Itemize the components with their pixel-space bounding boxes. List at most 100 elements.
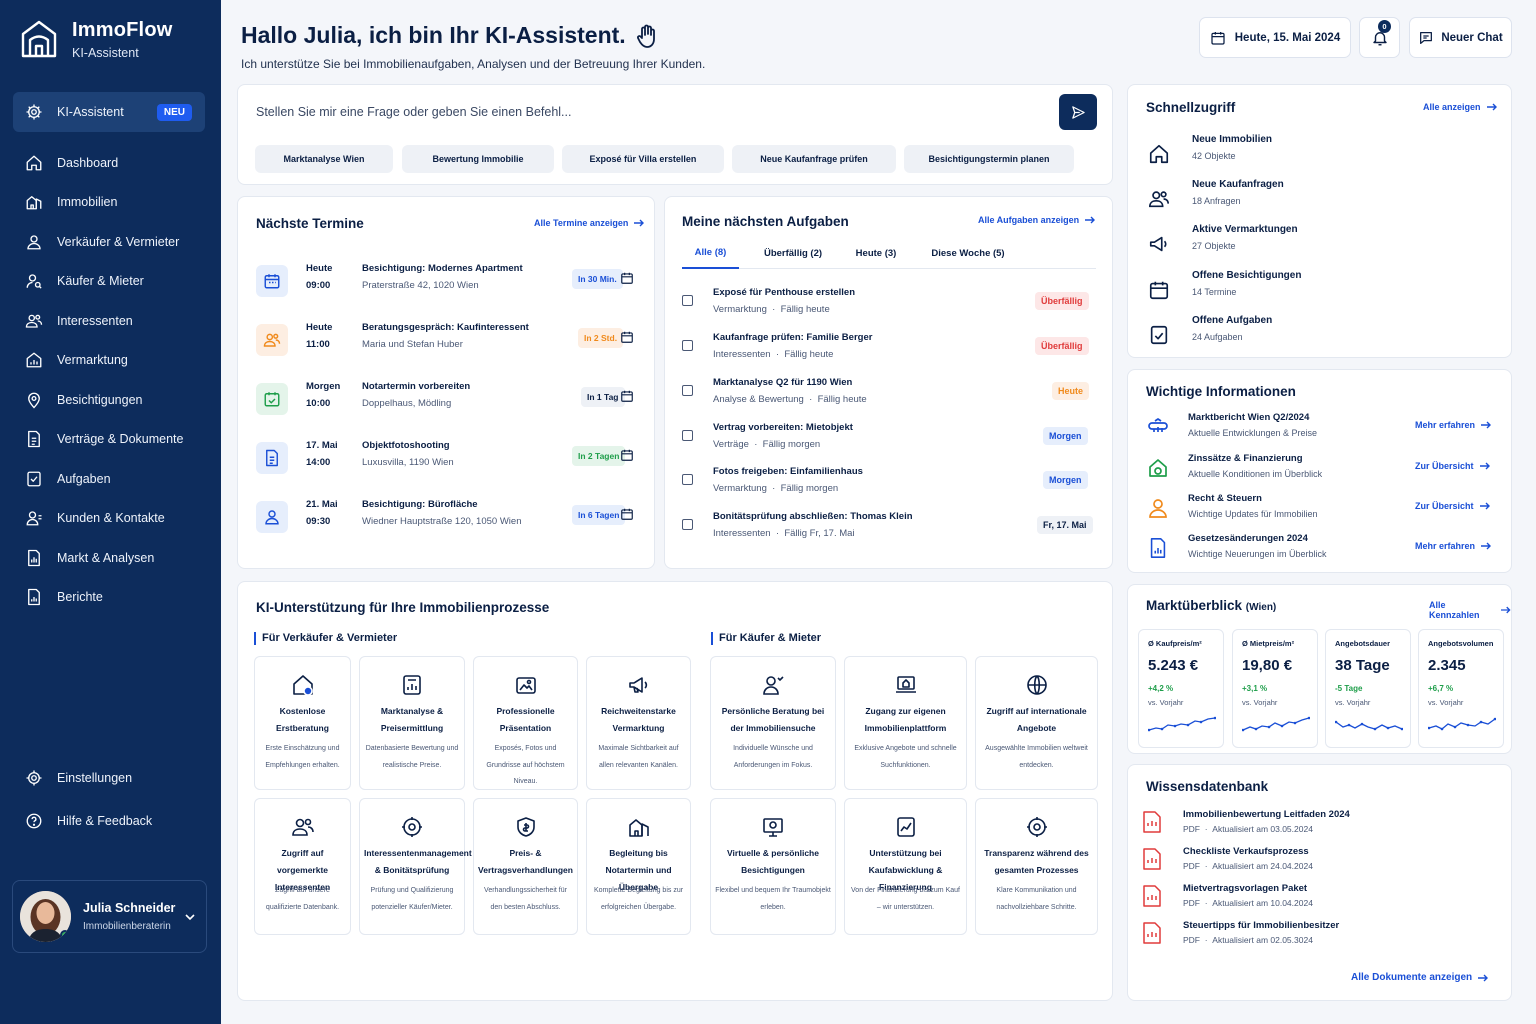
info-item[interactable]: Recht & Steuern Wichtige Updates für Imm…	[1143, 493, 1498, 529]
market-metric[interactable]: Angebotsvolumen 2.345 +6,7 % vs. Vorjahr	[1418, 629, 1504, 748]
suggestion-chip[interactable]: Besichtigungstermin planen	[904, 145, 1074, 173]
task-item[interactable]: Fotos freigeben: Einfamilienhaus Vermark…	[682, 466, 1094, 510]
sidebar-item-kaeufer[interactable]: Käufer & Mieter	[13, 262, 205, 302]
task-checkbox[interactable]	[682, 340, 693, 351]
task-item[interactable]: Bonitätsprüfung abschließen: Thomas Klei…	[682, 511, 1094, 555]
calendar-icon[interactable]	[620, 330, 634, 344]
sidebar-item-ki-assistent[interactable]: KI-Assistent NEU	[13, 92, 205, 132]
document-item[interactable]: Immobilienbewertung Leitfaden 2024 PDF ·…	[1143, 809, 1443, 841]
sidebar-item-vermarktung[interactable]: Vermarktung	[13, 341, 205, 381]
sidebar-item-markt[interactable]: Markt & Analysen	[13, 538, 205, 578]
quick-access-item[interactable]: Offene Besichtigungen 14 Termine	[1143, 270, 1443, 312]
sidebar-item-immobilien[interactable]: Immobilien	[13, 183, 205, 223]
chevron-down-icon[interactable]	[184, 911, 196, 923]
feature-card[interactable]: Zugriff auf vorgemerkte Interessenten Zu…	[254, 798, 351, 935]
feature-card[interactable]: Kostenlose Erstberatung Erste Einschätzu…	[254, 656, 351, 790]
tab-this-week[interactable]: Diese Woche (5)	[931, 247, 1005, 259]
document-item[interactable]: Checkliste Verkaufsprozess PDF · Aktuali…	[1143, 846, 1443, 878]
tab-all[interactable]: Alle (8)	[682, 237, 739, 269]
new-chat-button[interactable]: Neuer Chat	[1409, 17, 1512, 58]
sidebar-bottom: Einstellungen Hilfe & Feedback	[13, 756, 205, 842]
feature-card[interactable]: Zugriff auf internationale Angebote Ausg…	[975, 656, 1098, 790]
tab-overdue[interactable]: Überfällig (2)	[763, 247, 823, 259]
appointment-item[interactable]: Heute 09:00 Besichtigung: Modernes Apart…	[256, 263, 636, 321]
sidebar-item-einstellungen[interactable]: Einstellungen	[13, 756, 205, 799]
appointment-item[interactable]: Morgen 10:00 Notartermin vorbereiten Dop…	[256, 381, 636, 439]
notifications-button[interactable]: 0	[1359, 17, 1400, 58]
sidebar-item-dashboard[interactable]: Dashboard	[13, 143, 205, 183]
task-checkbox[interactable]	[682, 385, 693, 396]
suggestion-chip[interactable]: Marktanalyse Wien	[255, 145, 393, 173]
sidebar-item-vertraege[interactable]: Verträge & Dokumente	[13, 420, 205, 460]
feature-card[interactable]: Preis- & Vertragsverhandlungen Verhandlu…	[473, 798, 578, 935]
task-checkbox[interactable]	[682, 295, 693, 306]
info-item-link[interactable]: Mehr erfahren	[1415, 420, 1492, 430]
task-checkbox[interactable]	[682, 474, 693, 485]
quick-access-item[interactable]: Neue Immobilien 42 Objekte	[1143, 134, 1443, 176]
feature-card[interactable]: Zugang zur eigenen Immobilienplattform E…	[844, 656, 967, 790]
task-item[interactable]: Exposé für Penthouse erstellen Vermarktu…	[682, 287, 1094, 331]
feature-card[interactable]: Persönliche Beratung bei der Immobiliens…	[710, 656, 836, 790]
calendar-icon[interactable]	[620, 507, 634, 521]
info-item[interactable]: Zinssätze & Finanzierung Aktuelle Kondit…	[1143, 453, 1498, 489]
date-button[interactable]: Heute, 15. Mai 2024	[1199, 17, 1351, 58]
calendar-icon[interactable]	[620, 389, 634, 403]
sidebar-item-hilfe[interactable]: Hilfe & Feedback	[13, 799, 205, 842]
feature-card[interactable]: Unterstützung bei Kaufabwicklung & Finan…	[844, 798, 967, 935]
suggestion-chip[interactable]: Bewertung Immobilie	[402, 145, 554, 173]
document-item[interactable]: Mietvertragsvorlagen Paket PDF · Aktuali…	[1143, 883, 1443, 915]
feature-card[interactable]: Transparenz während des gesamten Prozess…	[975, 798, 1098, 935]
info-item-link-text: Mehr erfahren	[1415, 420, 1476, 430]
quick-access-item[interactable]: Aktive Vermarktungen 27 Objekte	[1143, 224, 1443, 266]
calendar-icon[interactable]	[620, 448, 634, 462]
all-appointments-link[interactable]: Alle Termine anzeigen	[534, 218, 645, 228]
info-item-link[interactable]: Zur Übersicht	[1415, 501, 1490, 511]
suggestion-chip[interactable]: Exposé für Villa erstellen	[562, 145, 724, 173]
info-item[interactable]: Gesetzesänderungen 2024 Wichtige Neuerun…	[1143, 533, 1498, 569]
calendar-icon[interactable]	[620, 271, 634, 285]
suggestion-chip[interactable]: Neue Kaufanfrage prüfen	[732, 145, 896, 173]
feature-card[interactable]: Interessentenmanagement & Bonitätsprüfun…	[359, 798, 472, 935]
info-item-link[interactable]: Mehr erfahren	[1415, 541, 1492, 551]
chat-input[interactable]: Stellen Sie mir eine Frage oder geben Si…	[256, 105, 572, 119]
quick-access-item[interactable]: Offene Aufgaben 24 Aufgaben	[1143, 315, 1443, 357]
market-metric[interactable]: Ø Kaufpreis/m² 5.243 € +4,2 % vs. Vorjah…	[1138, 629, 1224, 748]
appointment-item[interactable]: 17. Mai 14:00 Objektfotoshooting Luxusvi…	[256, 440, 636, 498]
user-profile-card[interactable]: Julia Schneider Immobilienberaterin	[12, 880, 207, 953]
market-metric[interactable]: Angebotsdauer 38 Tage -5 Tage vs. Vorjah…	[1325, 629, 1411, 748]
all-tasks-link[interactable]: Alle Aufgaben anzeigen	[978, 215, 1096, 225]
feature-card[interactable]: Begleitung bis Notartermin und Übergabe …	[586, 798, 691, 935]
task-item[interactable]: Vertrag vorbereiten: Mietobjekt Verträge…	[682, 422, 1094, 466]
sidebar-item-kunden[interactable]: Kunden & Kontakte	[13, 499, 205, 539]
feature-card[interactable]: Professionelle Präsentation Exposés, Fot…	[473, 656, 578, 790]
app-logo[interactable]: ImmoFlow KI-Assistent	[19, 18, 173, 60]
task-checkbox[interactable]	[682, 430, 693, 441]
task-item[interactable]: Kaufanfrage prüfen: Familie Berger Inter…	[682, 332, 1094, 376]
document-item[interactable]: Steuertipps für Immobilienbesitzer PDF ·…	[1143, 920, 1443, 952]
tab-today[interactable]: Heute (3)	[855, 247, 897, 259]
task-item[interactable]: Marktanalyse Q2 für 1190 Wien Analyse & …	[682, 377, 1094, 421]
market-all-link[interactable]: Alle Kennzahlen	[1429, 600, 1511, 620]
globe-icon	[1026, 675, 1047, 695]
appointment-time: 14:00	[306, 457, 331, 468]
sidebar-item-aufgaben[interactable]: Aufgaben	[13, 459, 205, 499]
quick-access-item[interactable]: Neue Kaufanfragen 18 Anfragen	[1143, 179, 1443, 221]
info-item[interactable]: Marktbericht Wien Q2/2024 Aktuelle Entwi…	[1143, 412, 1498, 448]
send-button[interactable]	[1059, 94, 1097, 130]
sidebar-item-interessenten[interactable]: Interessenten	[13, 301, 205, 341]
all-documents-link[interactable]: Alle Dokumente anzeigen	[1351, 972, 1489, 983]
sidebar-item-verkaeufer[interactable]: Verkäufer & Vermieter	[13, 222, 205, 262]
info-item-link[interactable]: Zur Übersicht	[1415, 461, 1490, 471]
sidebar-item-besichtigungen[interactable]: Besichtigungen	[13, 380, 205, 420]
sidebar-item-berichte[interactable]: Berichte	[13, 578, 205, 618]
quick-access-all-link[interactable]: Alle anzeigen	[1423, 102, 1497, 112]
market-metric[interactable]: Ø Mietpreis/m² 19,80 € +3,1 % vs. Vorjah…	[1232, 629, 1318, 748]
info-item-title: Recht & Steuern	[1188, 493, 1262, 504]
feature-card[interactable]: Reichweitenstarke Vermarktung Maximale S…	[586, 656, 691, 790]
appointment-item[interactable]: 21. Mai 09:30 Besichtigung: Bürofläche W…	[256, 499, 636, 557]
feature-card[interactable]: Marktanalyse & Preisermittlung Datenbasi…	[359, 656, 465, 790]
task-checkbox[interactable]	[682, 519, 693, 530]
feature-card[interactable]: Virtuelle & persönliche Besichtigungen F…	[710, 798, 836, 935]
appointment-item[interactable]: Heute 11:00 Beratungsgespräch: Kaufinter…	[256, 322, 636, 380]
chart-icon	[1143, 412, 1173, 442]
